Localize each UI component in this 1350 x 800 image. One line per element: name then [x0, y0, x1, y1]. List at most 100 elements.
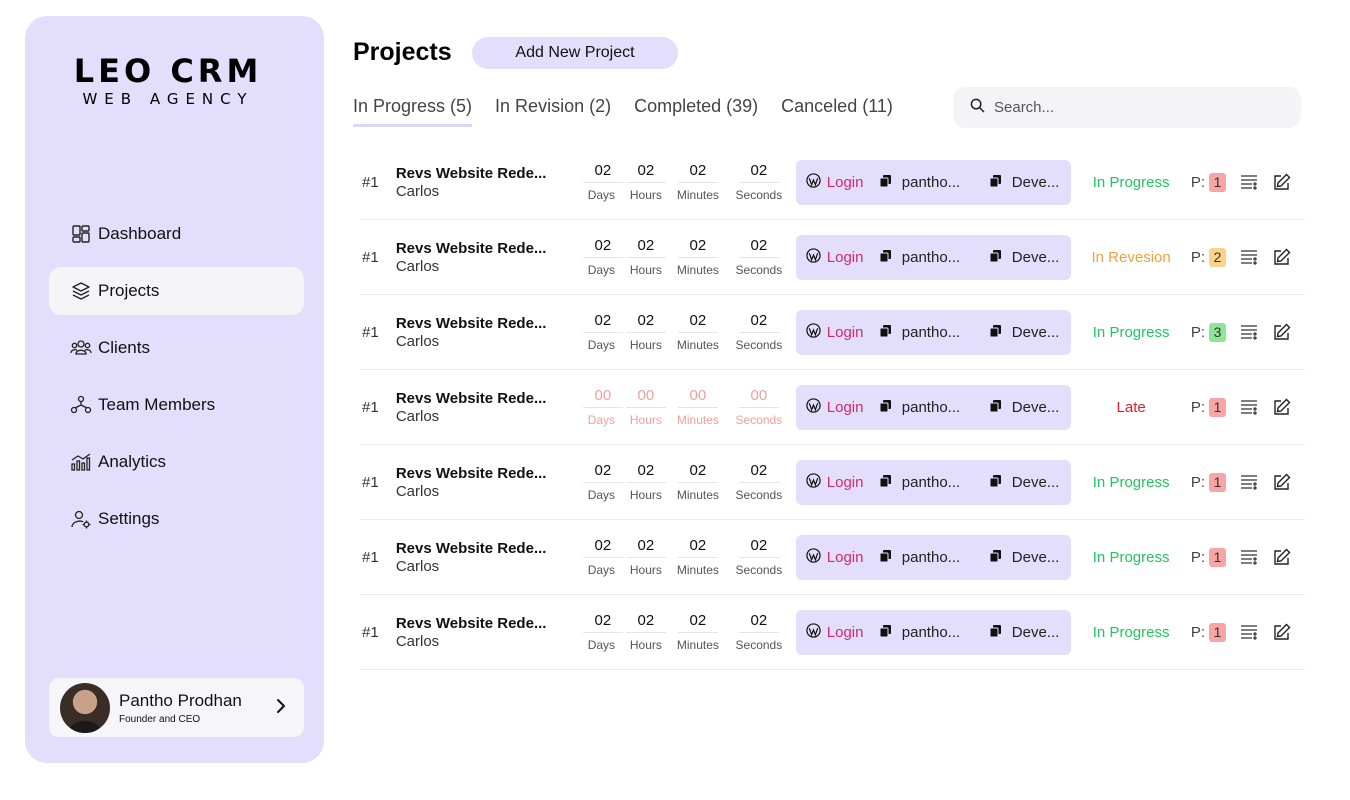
- timer-label: Minutes: [676, 413, 719, 427]
- chevron-right-icon[interactable]: [276, 698, 286, 719]
- timer-days: 02 Days: [582, 162, 623, 202]
- project-tabs: In Progress (5) In Revision (2) Completed …: [353, 96, 916, 127]
- copy-environment-button[interactable]: Deve...: [989, 324, 1059, 341]
- tab-in-revision[interactable]: In Revision (2): [495, 96, 612, 116]
- brand-logo[interactable]: LEO CRM WEB AGENCY: [25, 54, 311, 108]
- sidebar-item-projects[interactable]: Projects: [49, 267, 304, 315]
- table-row[interactable]: #1 Revs Website Rede... Carlos 02 Days 02 Hour…: [360, 220, 1305, 295]
- project-title[interactable]: Revs Website Rede...: [395, 314, 547, 332]
- client-name: Carlos: [395, 407, 440, 425]
- priority: P: 1: [1191, 622, 1226, 642]
- table-row[interactable]: #1 Revs Website Rede... Carlos 02 Days 02 Hour…: [360, 520, 1305, 595]
- project-title[interactable]: Revs Website Rede...: [395, 164, 547, 182]
- sidebar-item-analytics[interactable]: Analytics: [49, 438, 304, 486]
- edit-icon[interactable]: [1272, 548, 1291, 567]
- project-title[interactable]: Revs Website Rede...: [395, 539, 547, 557]
- timer-label: Minutes: [676, 263, 719, 277]
- add-new-project-button[interactable]: Add New Project: [472, 37, 678, 69]
- copy-username-button[interactable]: pantho...: [879, 248, 990, 266]
- table-row[interactable]: #1 Revs Website Rede... Carlos 02 Days 02 Hour…: [360, 595, 1305, 670]
- edit-icon[interactable]: [1272, 398, 1291, 417]
- sidebar-item-clients[interactable]: Clients: [49, 324, 304, 372]
- table-row[interactable]: #1 Revs Website Rede... Carlos 02 Days 02 Hour…: [360, 445, 1305, 520]
- tab-completed[interactable]: Completed (39): [634, 96, 759, 116]
- edit-icon[interactable]: [1272, 623, 1291, 642]
- tab-in-progress[interactable]: In Progress (5): [353, 96, 473, 127]
- copy-username-button[interactable]: pantho...: [879, 473, 990, 491]
- details-list-icon[interactable]: [1240, 323, 1258, 341]
- edit-icon[interactable]: [1272, 248, 1291, 267]
- priority-badge: 2: [1209, 247, 1226, 267]
- project-info: Revs Website Rede... Carlos: [396, 540, 583, 575]
- row-number: #1: [362, 473, 379, 491]
- profile-card[interactable]: Pantho Prodhan Founder and CEO: [49, 678, 304, 737]
- sidebar-item-team-members[interactable]: Team Members: [49, 381, 304, 429]
- project-title[interactable]: Revs Website Rede...: [395, 239, 547, 257]
- search-input[interactable]: [994, 99, 1294, 116]
- copy-icon: [989, 324, 1001, 341]
- timer-label: Hours: [629, 638, 662, 652]
- project-links: Login pantho... Deve...: [795, 459, 1072, 505]
- timer-label: Seconds: [735, 188, 783, 202]
- details-list-icon[interactable]: [1240, 473, 1258, 491]
- search-icon: [970, 98, 985, 118]
- copy-username-button[interactable]: pantho...: [879, 324, 990, 341]
- username-label: pantho...: [901, 248, 961, 266]
- copy-username-button[interactable]: pantho...: [879, 624, 990, 641]
- copy-username-button[interactable]: pantho...: [879, 399, 990, 416]
- sidebar-item-dashboard[interactable]: Dashboard: [49, 210, 304, 258]
- timer-minutes: 02 Minutes: [672, 162, 724, 202]
- timer-value: 02: [738, 537, 779, 558]
- login-link[interactable]: Login: [806, 172, 880, 192]
- details-list-icon[interactable]: [1240, 398, 1258, 416]
- row-actions: [1240, 623, 1305, 642]
- dashboard-icon: [70, 223, 92, 245]
- details-list-icon[interactable]: [1240, 548, 1258, 566]
- copy-environment-button[interactable]: Deve...: [989, 399, 1059, 416]
- edit-icon[interactable]: [1272, 473, 1291, 492]
- login-link[interactable]: Login: [806, 397, 880, 417]
- sidebar-nav: Dashboard Projects Clients Team Members Anal…: [49, 210, 304, 552]
- project-title[interactable]: Revs Website Rede...: [395, 614, 547, 632]
- login-link[interactable]: Login: [806, 247, 880, 267]
- timer-hours: 00 Hours: [625, 387, 667, 427]
- priority: P: 2: [1191, 247, 1226, 267]
- copy-environment-button[interactable]: Deve...: [989, 249, 1059, 266]
- copy-environment-button[interactable]: Deve...: [989, 624, 1059, 641]
- client-name: Carlos: [395, 182, 440, 200]
- copy-environment-button[interactable]: Deve...: [989, 174, 1059, 191]
- details-list-icon[interactable]: [1240, 173, 1258, 191]
- row-actions: [1240, 473, 1305, 492]
- login-link[interactable]: Login: [806, 322, 880, 342]
- table-row[interactable]: #1 Revs Website Rede... Carlos 02 Days 02 Hour…: [360, 295, 1305, 370]
- timer-value: 02: [625, 537, 666, 558]
- edit-icon[interactable]: [1272, 173, 1291, 192]
- sidebar-item-settings[interactable]: Settings: [49, 495, 304, 543]
- login-link[interactable]: Login: [806, 547, 880, 567]
- timer-value: 00: [738, 387, 779, 408]
- tab-canceled[interactable]: Canceled (11): [781, 96, 893, 116]
- login-link[interactable]: Login: [806, 472, 880, 492]
- priority: P: 1: [1191, 472, 1226, 492]
- table-row[interactable]: #1 Revs Website Rede... Carlos 02 Days 02 Hour…: [360, 145, 1305, 220]
- timer-label: Hours: [629, 488, 662, 502]
- project-title[interactable]: Revs Website Rede...: [395, 464, 547, 482]
- wordpress-icon: [806, 472, 821, 492]
- row-number: #1: [362, 323, 379, 341]
- username-label: pantho...: [901, 473, 961, 491]
- details-list-icon[interactable]: [1240, 248, 1258, 266]
- timer-days: 02 Days: [582, 612, 623, 652]
- edit-icon[interactable]: [1272, 323, 1291, 342]
- copy-username-button[interactable]: pantho...: [879, 549, 990, 566]
- copy-username-button[interactable]: pantho...: [879, 174, 990, 191]
- brand-subtitle: WEB AGENCY: [82, 90, 254, 108]
- timer-hours: 02 Hours: [625, 612, 667, 652]
- timer-hours: 02 Hours: [625, 237, 667, 277]
- project-info: Revs Website Rede... Carlos: [396, 465, 583, 500]
- project-title[interactable]: Revs Website Rede...: [395, 389, 547, 407]
- login-link[interactable]: Login: [806, 622, 880, 642]
- details-list-icon[interactable]: [1240, 623, 1258, 641]
- copy-environment-button[interactable]: Deve...: [989, 549, 1059, 566]
- copy-environment-button[interactable]: Deve...: [989, 474, 1059, 491]
- table-row[interactable]: #1 Revs Website Rede... Carlos 00 Days 00 Hour…: [360, 370, 1305, 445]
